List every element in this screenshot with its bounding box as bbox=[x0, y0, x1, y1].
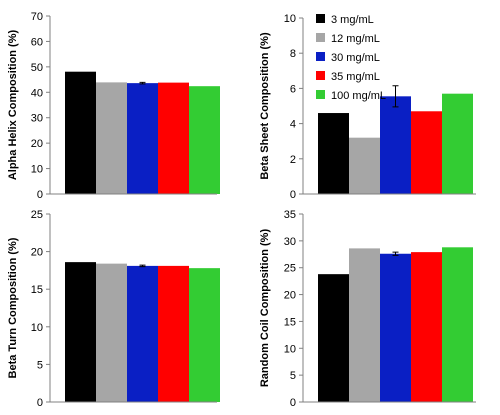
alpha-helix-y-tick-label: 60 bbox=[31, 36, 43, 48]
alpha-helix-bar bbox=[189, 86, 220, 194]
beta-sheet-bar bbox=[411, 111, 442, 194]
beta-sheet-y-tick-label: 6 bbox=[290, 83, 296, 95]
legend-label: 12 mg/mL bbox=[331, 33, 380, 45]
legend: 3 mg/mL 12 mg/mL 30 mg/mL 35 mg/mL 100 mg/mL bbox=[316, 14, 386, 102]
beta-sheet-y-tick-label: 0 bbox=[290, 189, 296, 201]
beta-turn-panel: 0 5 10 15 20 25 Beta Turn Composition (%) bbox=[7, 209, 220, 409]
random-coil-bar bbox=[349, 248, 380, 402]
random-coil-y-tick-label: 30 bbox=[284, 236, 296, 248]
random-coil-y-tick-label: 20 bbox=[284, 290, 296, 302]
beta-turn-bar bbox=[189, 268, 220, 402]
random-coil-y-tick-label: 15 bbox=[284, 316, 296, 328]
legend-swatch bbox=[316, 14, 325, 23]
alpha-helix-bar bbox=[65, 71, 96, 194]
beta-turn-y-tick-label: 15 bbox=[31, 284, 43, 296]
legend-label: 100 mg/mL bbox=[331, 90, 386, 102]
beta-sheet-bar bbox=[442, 93, 473, 194]
legend-swatch bbox=[316, 90, 325, 99]
alpha-helix-bar bbox=[96, 82, 127, 194]
beta-turn-y-tick-label: 10 bbox=[31, 322, 43, 334]
random-coil-y-tick-label: 35 bbox=[284, 209, 296, 221]
random-coil-bar bbox=[318, 274, 349, 402]
alpha-helix-y-tick-label: 30 bbox=[31, 113, 43, 125]
random-coil-y-axis-title: Random Coil Composition (%) bbox=[259, 229, 271, 388]
alpha-helix-y-tick-label: 10 bbox=[31, 164, 43, 176]
random-coil-panel: 0 5 10 15 20 25 30 35 Random Coil Composition (%… bbox=[259, 209, 476, 409]
beta-turn-bar bbox=[127, 265, 158, 402]
random-coil-y-tick-label: 5 bbox=[290, 370, 296, 382]
alpha-helix-y-tick-label: 70 bbox=[31, 11, 43, 23]
beta-sheet-panel: 0 2 4 6 8 10 Beta Sheet Composition (%) 3 mg/mL… bbox=[259, 13, 476, 201]
alpha-helix-y-tick-label: 20 bbox=[31, 138, 43, 150]
alpha-helix-y-tick-label: 50 bbox=[31, 62, 43, 74]
beta-turn-bar bbox=[65, 262, 96, 402]
random-coil-y-tick-label: 0 bbox=[290, 397, 296, 409]
beta-turn-y-tick-label: 25 bbox=[31, 209, 43, 221]
beta-sheet-y-axis-title: Beta Sheet Composition (%) bbox=[259, 32, 271, 180]
legend-swatch bbox=[316, 52, 325, 61]
legend-swatch bbox=[316, 33, 325, 42]
beta-sheet-bar bbox=[349, 137, 380, 194]
alpha-helix-y-tick-label: 0 bbox=[37, 189, 43, 201]
beta-sheet-y-tick-label: 2 bbox=[290, 154, 296, 166]
random-coil-y-tick-label: 10 bbox=[284, 343, 296, 355]
legend-swatch bbox=[316, 71, 325, 80]
beta-turn-y-axis-title: Beta Turn Composition (%) bbox=[7, 237, 19, 378]
legend-label: 35 mg/mL bbox=[331, 71, 380, 83]
alpha-helix-panel: 0 10 20 30 40 50 60 70 Alpha Helix Composition (… bbox=[7, 11, 220, 201]
random-coil-bar bbox=[442, 247, 473, 402]
beta-sheet-bar bbox=[318, 113, 349, 194]
beta-sheet-y-tick-label: 8 bbox=[290, 48, 296, 60]
beta-turn-bar bbox=[96, 263, 127, 402]
random-coil-y-tick-label: 25 bbox=[284, 263, 296, 275]
random-coil-bar bbox=[411, 252, 442, 402]
legend-label: 3 mg/mL bbox=[331, 14, 374, 26]
beta-turn-y-tick-label: 5 bbox=[37, 359, 43, 371]
legend-label: 30 mg/mL bbox=[331, 52, 380, 64]
random-coil-bar bbox=[380, 253, 411, 402]
beta-sheet-y-tick-label: 10 bbox=[284, 13, 296, 25]
beta-sheet-bar bbox=[380, 96, 411, 194]
beta-turn-bar bbox=[158, 265, 189, 402]
beta-turn-y-tick-label: 20 bbox=[31, 247, 43, 259]
beta-sheet-y-tick-label: 4 bbox=[290, 119, 296, 131]
alpha-helix-y-tick-label: 40 bbox=[31, 87, 43, 99]
alpha-helix-y-axis-title: Alpha Helix Composition (%) bbox=[7, 29, 19, 180]
alpha-helix-bar bbox=[158, 82, 189, 194]
alpha-helix-bar bbox=[127, 83, 158, 194]
beta-turn-y-tick-label: 0 bbox=[37, 397, 43, 409]
